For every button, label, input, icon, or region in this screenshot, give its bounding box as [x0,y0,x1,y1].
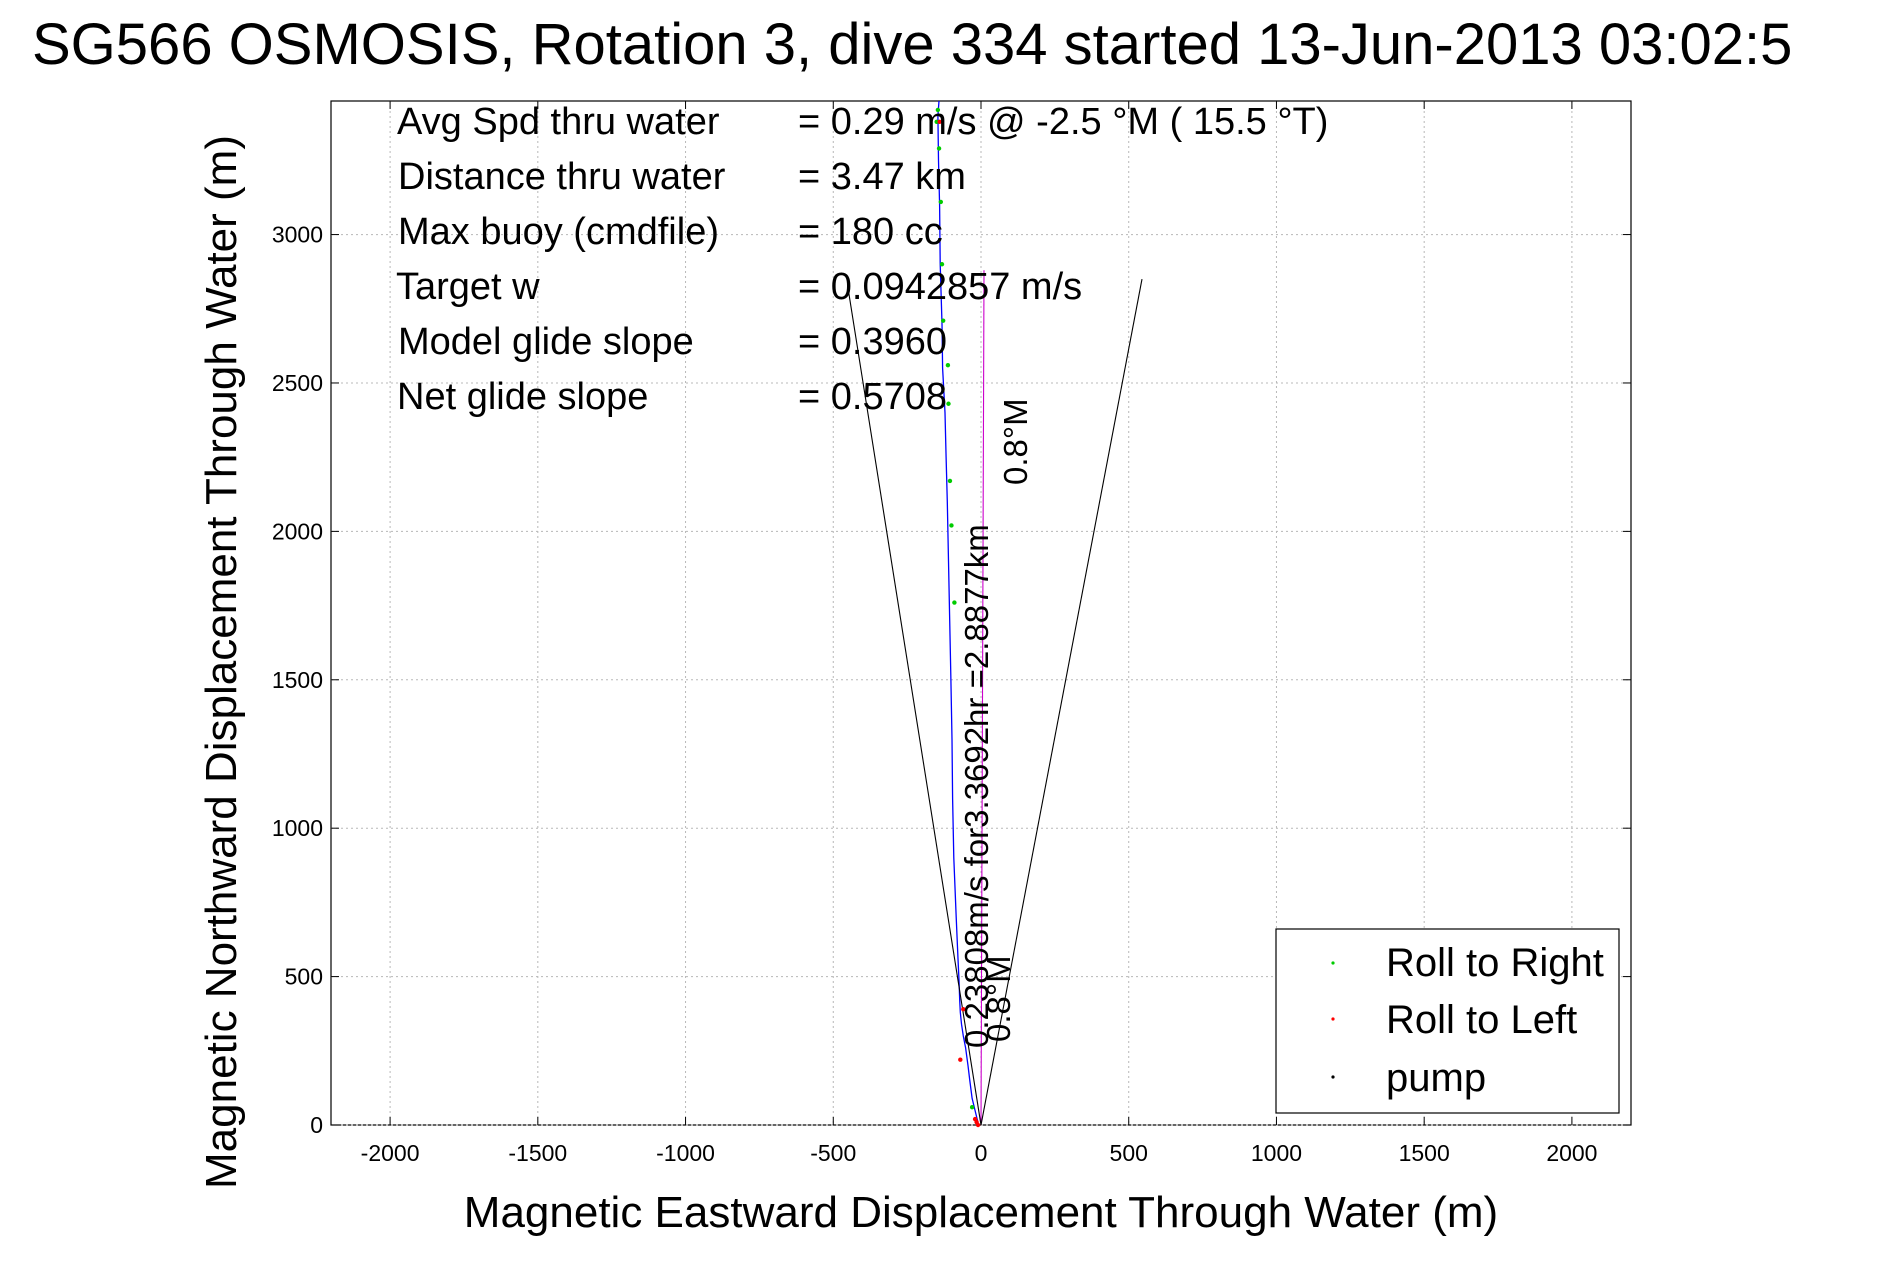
heading-annotation-top: 0.8°M [997,398,1034,485]
stat-label: Max buoy (cmdfile) [398,211,719,253]
x-tick-label: -500 [810,1140,856,1166]
legend-label-pump: pump [1386,1056,1486,1100]
x-tick-label: 0 [975,1140,988,1166]
chart-title: SG566 OSMOSIS, Rotation 3, dive 334 star… [32,12,1792,77]
legend-marker-roll-right [1331,961,1335,965]
roll-right-point [938,199,944,205]
x-tick-label: 1500 [1399,1140,1450,1166]
x-tick-label: 500 [1110,1140,1148,1166]
roll-left-point [958,1057,963,1062]
legend-box [1275,928,1620,1114]
stats-block: Avg Spd thru water = 0.29 m/s @ -2.5 °M (… [396,101,1328,418]
series-line-cone-left [847,287,982,1126]
track-annotation: 0.23808m/s for3.3692hr =2.8877km [958,524,995,1048]
x-tick-label: -1500 [508,1140,567,1166]
stat-value: = 0.5708 [798,376,947,418]
roll-left-point [961,1007,966,1012]
roll-right-point [936,146,942,151]
x-tick-label: -1000 [656,1140,715,1166]
roll-right-point [949,523,954,528]
roll-right-point [940,318,946,323]
y-tick-label: 2500 [272,370,323,396]
roll-left-point [937,119,942,124]
stat-label: Avg Spd thru water [397,101,720,143]
roll-right-point [935,107,941,113]
series-line-cone-right [980,278,1143,1126]
y-axis-label: Magnetic Northward Displacement Through … [197,135,246,1189]
roll-right-point [946,401,951,406]
legend-label-roll-right: Roll to Right [1386,941,1604,985]
stat-label: Net glide slope [397,376,648,418]
y-tick-label: 500 [285,964,323,990]
y-tick-label: 1000 [272,815,323,841]
roll-left-point [974,1119,979,1125]
stat-value: = 0.0942857 m/s [798,266,1082,308]
stat-label: Model glide slope [398,321,694,363]
legend: Roll to Right Roll to Left pump [1275,928,1620,1114]
series-line-track [937,100,980,1126]
roll-right-point [945,362,951,368]
legend-label-roll-left: Roll to Left [1386,998,1577,1042]
data-points [934,107,981,1128]
heading-annotation-bottom: 0.8°M [980,955,1017,1042]
x-tick-label: -2000 [361,1140,420,1166]
roll-right-point [952,600,957,605]
y-tick-label: 3000 [272,222,323,248]
stat-value: = 0.29 m/s @ -2.5 °M ( 15.5 °T) [798,101,1328,143]
y-tick-label: 1500 [272,667,323,693]
roll-right-point [969,1104,975,1110]
y-tick-label: 2000 [272,518,323,544]
stat-value: = 3.47 km [798,156,966,198]
stat-value: = 180 cc [798,211,943,253]
x-tick-label: 2000 [1546,1140,1597,1166]
stat-label: Target w [396,266,540,308]
y-tick-label: 0 [310,1112,323,1138]
axis-ticks: -2000 -1500 -1000 -500 0 500 1000 1500 2000 0 500 1… [272,101,1631,1166]
roll-right-point [939,262,945,267]
series-line-waypoint-direction [980,270,985,1126]
x-axis-label: Magnetic Eastward Displacement Through W… [464,1188,1498,1237]
legend-marker-roll-left [1331,1017,1335,1021]
stat-value: = 0.3960 [798,321,947,363]
stat-label: Distance thru water [398,156,726,198]
roll-right-point [947,478,953,484]
legend-marker-pump [1331,1075,1335,1079]
data-series [847,100,1143,1126]
x-tick-label: 1000 [1251,1140,1302,1166]
